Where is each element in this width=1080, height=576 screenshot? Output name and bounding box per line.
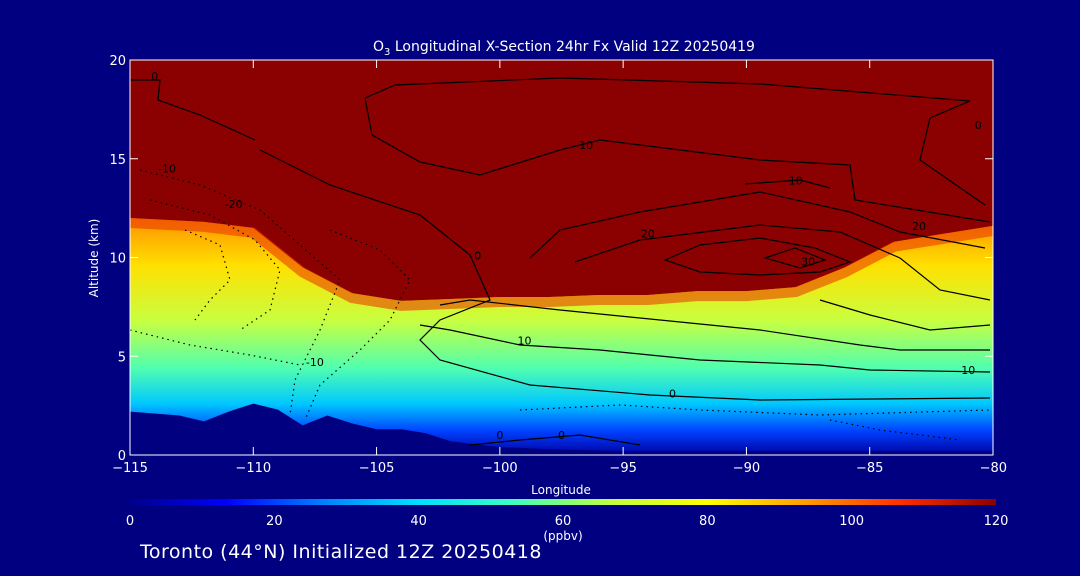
y-axis: 0 5 10 15 20 [109,54,993,464]
contour-line-mid [439,299,990,351]
contour-label: 30 [801,255,815,268]
contour-line-negative [139,169,341,416]
colorbar-tick-label: 0 [126,514,134,529]
contour-line-positive [663,237,852,276]
colorbar-tick-label: 100 [839,514,864,529]
x-axis: −115 −110 −105 −100 −95 −90 −85 −80 [112,60,1007,476]
x-tick-label: −80 [980,461,1007,476]
contour-line-mid [819,299,991,331]
contour-label: -10 [158,163,176,176]
colorbar-unit-label: (ppbv) [543,529,582,543]
plot-area: 0 -10 -20 10 10 0 20 30 20 10 -10 0 10 0 0 0 [130,60,993,455]
chart-title: O3 Longitudinal X-Section 24hr Fx Valid … [373,39,755,58]
contour-lines [130,77,991,446]
footer-caption: Toronto (44°N) Initialized 12Z 20250418 [140,541,542,563]
contour-label: 10 [789,174,803,187]
contour-line-negative [829,419,961,441]
contour-label: 0 [669,388,676,401]
contour-label: 0 [474,250,481,263]
colorbar-tick-label: 80 [699,514,716,529]
y-axis-label: Altitude (km) [87,219,101,298]
x-tick-label: −110 [235,461,271,476]
contour-line-positive [529,191,986,259]
y-tick-label: 20 [109,54,126,69]
contour-label: 20 [912,220,926,233]
x-tick-label: −100 [482,461,518,476]
contour-line-negative [304,229,411,421]
contour-line-zero [130,79,256,141]
colorbar [130,499,996,505]
x-tick-label: −115 [112,461,148,476]
y-tick-label: 0 [118,449,126,464]
colorbar-tick-label: 60 [555,514,572,529]
contour-line-zero [259,149,991,401]
contour-line-positive [744,179,831,189]
colorbar-ticks: 0 20 40 60 80 100 120 [126,514,1009,529]
contour-line-negative [149,199,281,331]
contour-label: 10 [961,364,975,377]
y-tick-label: 10 [109,252,126,267]
colorbar-tick-label: 120 [984,514,1009,529]
contour-line-positive [419,324,991,373]
contour-labels: 0 -10 -20 10 10 0 20 30 20 10 -10 0 10 0 0 0 [151,70,982,442]
contour-line-positive [364,77,986,206]
x-tick-label: −105 [359,461,395,476]
x-tick-label: −85 [856,461,883,476]
contour-label: 10 [579,139,593,152]
contour-line-zero [469,434,641,446]
contour-line-negative [519,404,991,416]
y-tick-label: 5 [118,350,126,365]
contour-label: 10 [518,334,532,347]
contour-label: 0 [496,429,503,442]
contour-label: -10 [306,356,324,369]
negative-contour-lines [130,169,991,441]
contour-label: 0 [151,70,158,83]
x-tick-label: −90 [733,461,760,476]
terrain-region [130,403,993,455]
contour-label: -20 [225,198,243,211]
colorbar-tick-label: 40 [410,514,427,529]
y-tick-label: 15 [109,153,126,168]
x-tick-label: −95 [609,461,636,476]
contour-line-positive [574,224,991,301]
contour-label: 0 [975,119,982,132]
contour-label: 20 [641,228,655,241]
tropopause-transition [130,218,993,311]
x-axis-label: Longitude [531,483,591,497]
contour-line-positive [762,247,827,269]
contour-line-negative [184,229,231,321]
contour-label: 0 [558,429,565,442]
colorbar-tick-label: 20 [266,514,283,529]
contour-line-positive [364,97,991,223]
